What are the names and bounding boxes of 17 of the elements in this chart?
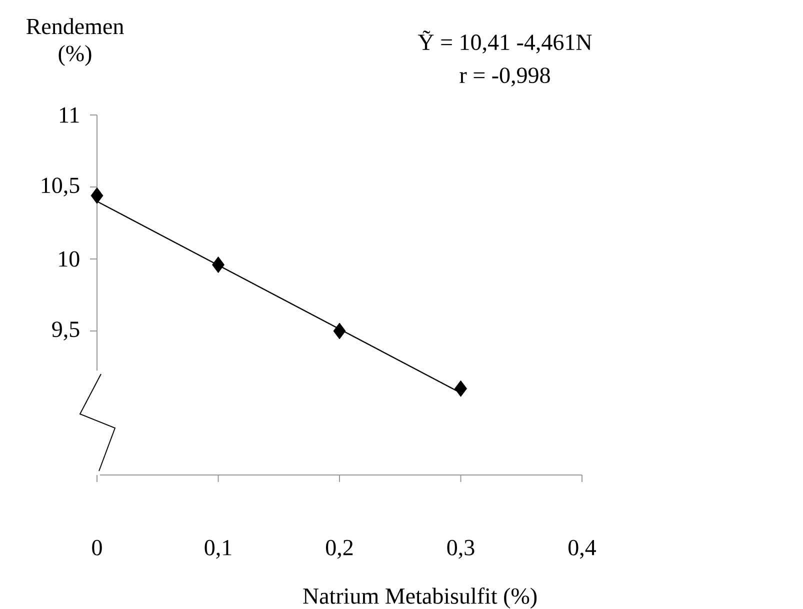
y-tick-label: 11 <box>60 107 79 123</box>
y-tick-label: 10,5 <box>42 178 80 196</box>
x-tick-label: 0,3 <box>447 540 474 559</box>
y-tick-label: 9,5 <box>52 322 80 340</box>
x-tick-label: 0 <box>92 540 102 556</box>
x-tick-label: 0,1 <box>204 540 232 559</box>
x-tick-label: 0,2 <box>326 540 353 559</box>
x-axis-title: Natrium Metabisulfit (%) <box>303 587 537 609</box>
point <box>90 187 104 204</box>
x-tick-label: 0,4 <box>568 540 596 559</box>
text: Ỹ = 10,41 -4,461N <box>418 30 592 54</box>
y-tick-label: 10 <box>59 251 80 267</box>
point <box>212 256 224 274</box>
point <box>333 322 346 340</box>
y-axis-title: Rendemen (%) <box>26 18 124 66</box>
text: r = -0,998 <box>460 68 550 86</box>
point <box>454 380 468 397</box>
